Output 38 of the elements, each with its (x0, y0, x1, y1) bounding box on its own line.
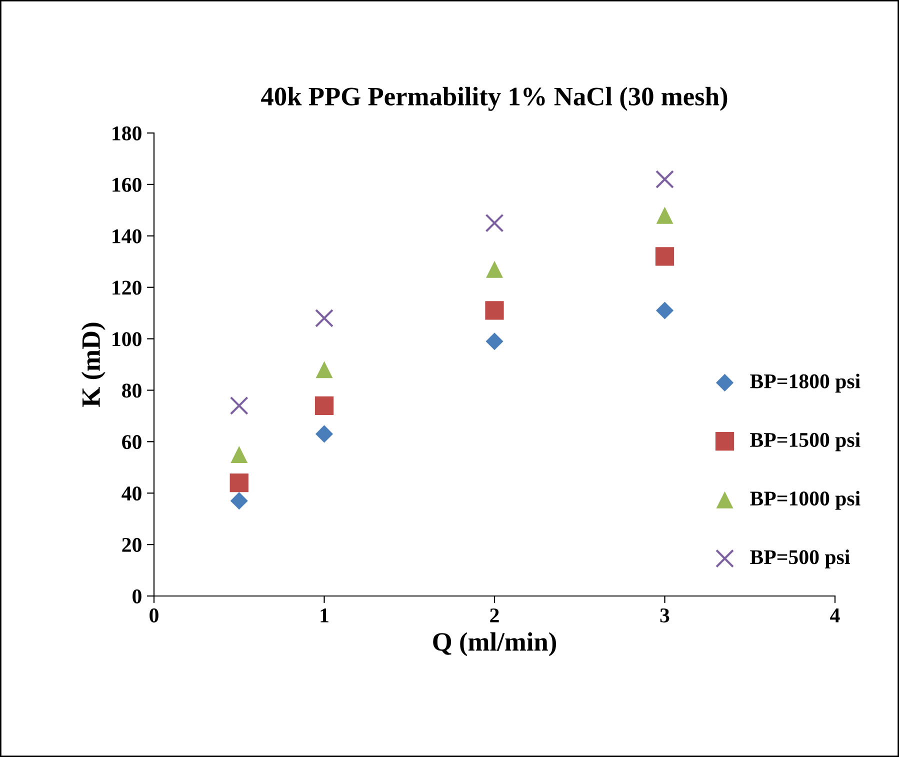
x-tick-label: 0 (150, 608, 158, 622)
legend-label: BP=1800 psi (750, 374, 860, 393)
y-tick-label: 100 (112, 332, 142, 346)
y-axis-title: K (mD) (81, 322, 106, 407)
x-tick-label: 1 (320, 608, 328, 622)
y-tick-label: 180 (112, 126, 142, 140)
x-tick-label: 2 (490, 608, 499, 622)
point (314, 308, 334, 328)
legend-label: BP=500 psi (750, 550, 850, 568)
point (655, 247, 674, 266)
point (230, 474, 248, 492)
x-axis-title: Q (ml/min) (433, 632, 556, 656)
y-tick-label: 160 (112, 178, 142, 192)
point (486, 332, 504, 350)
point (315, 425, 334, 443)
y-tick-label: 0 (132, 589, 142, 604)
x-tick-label: 4 (830, 608, 840, 622)
y-tick-label: 120 (112, 280, 142, 295)
legend-label: BP=1000 psi (750, 490, 860, 510)
point (230, 396, 248, 415)
point (655, 170, 674, 189)
x-tick-label: 3 (660, 608, 670, 622)
point (230, 446, 248, 464)
legend-label: BP=1500 psi (750, 432, 860, 452)
y-tick-label: 140 (112, 229, 142, 244)
point (485, 301, 504, 320)
point (656, 302, 674, 320)
y-tick-label: 80 (122, 384, 142, 398)
point (316, 361, 333, 378)
point (485, 214, 504, 232)
y-tick-label: 60 (122, 435, 142, 450)
y-tick-label: 20 (122, 538, 142, 552)
point (230, 492, 248, 510)
y-tick-label: 40 (122, 486, 142, 501)
chart-title: 40k PPG Permability 1% NaCl (30 mesh) (261, 86, 728, 111)
point (486, 260, 504, 278)
point (314, 396, 334, 415)
point (656, 206, 674, 224)
